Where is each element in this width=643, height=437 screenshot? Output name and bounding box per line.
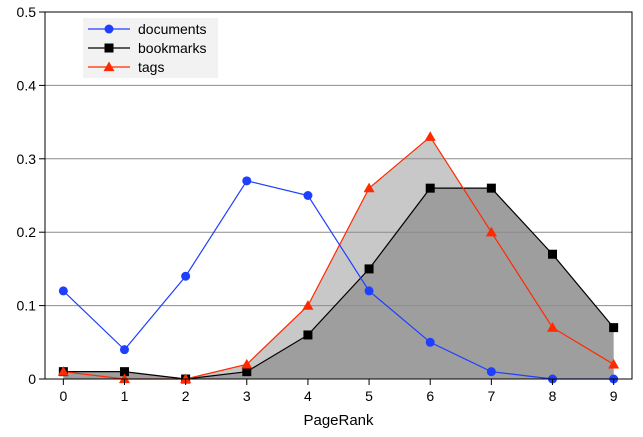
y-tick-label: 0.5 <box>17 4 37 20</box>
point-bookmarks <box>548 249 558 259</box>
x-tick-label: 0 <box>59 388 67 404</box>
point-bookmarks <box>425 183 435 193</box>
legend: documents bookmarks tags <box>83 18 218 78</box>
legend-marker-documents <box>104 24 114 34</box>
point-bookmarks <box>303 330 313 340</box>
point-tags <box>241 358 253 369</box>
legend-marker-bookmarks <box>104 43 114 53</box>
point-documents <box>181 271 191 281</box>
point-bookmarks <box>119 367 129 377</box>
point-documents <box>303 191 313 200</box>
axes <box>39 11 633 385</box>
point-tags <box>608 358 620 369</box>
area-bookmarks <box>63 188 614 379</box>
point-tags <box>118 373 130 384</box>
x-tick-label: 6 <box>426 388 434 404</box>
line-documents <box>62 180 614 380</box>
point-tags <box>547 322 559 332</box>
point-tags <box>180 373 192 384</box>
point-documents <box>242 176 252 186</box>
point-tags <box>363 182 375 193</box>
x-tick-label: 1 <box>121 388 129 404</box>
point-bookmarks <box>486 183 496 193</box>
y-tick-label: 0 <box>28 371 36 387</box>
legend-label-documents: documents <box>138 21 206 37</box>
point-bookmarks <box>242 367 252 377</box>
y-tick-label: 0.2 <box>17 224 37 240</box>
line-bookmarks <box>63 187 615 380</box>
tick-labels: 0 0.1 0.2 0.3 0.4 0.5 0 1 2 3 4 5 6 7 8 9 <box>17 4 618 404</box>
point-bookmarks <box>609 323 619 333</box>
plot-frame <box>44 11 633 380</box>
y-tick-label: 0.4 <box>17 77 37 93</box>
point-documents <box>364 286 374 296</box>
legend-marker-tags <box>103 61 115 72</box>
point-documents <box>425 337 435 347</box>
area-fills <box>63 136 614 379</box>
x-tick-label: 3 <box>243 388 251 404</box>
point-documents <box>119 345 129 355</box>
x-tick-label: 5 <box>365 388 373 404</box>
point-tags <box>424 131 436 141</box>
x-tick-label: 9 <box>610 388 618 404</box>
x-axis-title: PageRank <box>303 412 374 429</box>
y-tick-label: 0.3 <box>17 151 37 167</box>
legend-label-tags: tags <box>138 59 164 75</box>
point-tags <box>302 300 314 310</box>
point-documents <box>58 286 68 296</box>
legend-label-bookmarks: bookmarks <box>138 40 206 56</box>
x-tick-label: 7 <box>487 388 495 404</box>
y-tick-label: 0.1 <box>17 298 37 314</box>
point-tags <box>485 226 497 237</box>
point-bookmarks <box>364 264 374 274</box>
x-tick-label: 4 <box>304 388 312 404</box>
point-documents <box>486 367 496 377</box>
x-tick-label: 8 <box>549 388 557 404</box>
x-tick-label: 2 <box>182 388 190 404</box>
point-tags <box>57 366 69 376</box>
